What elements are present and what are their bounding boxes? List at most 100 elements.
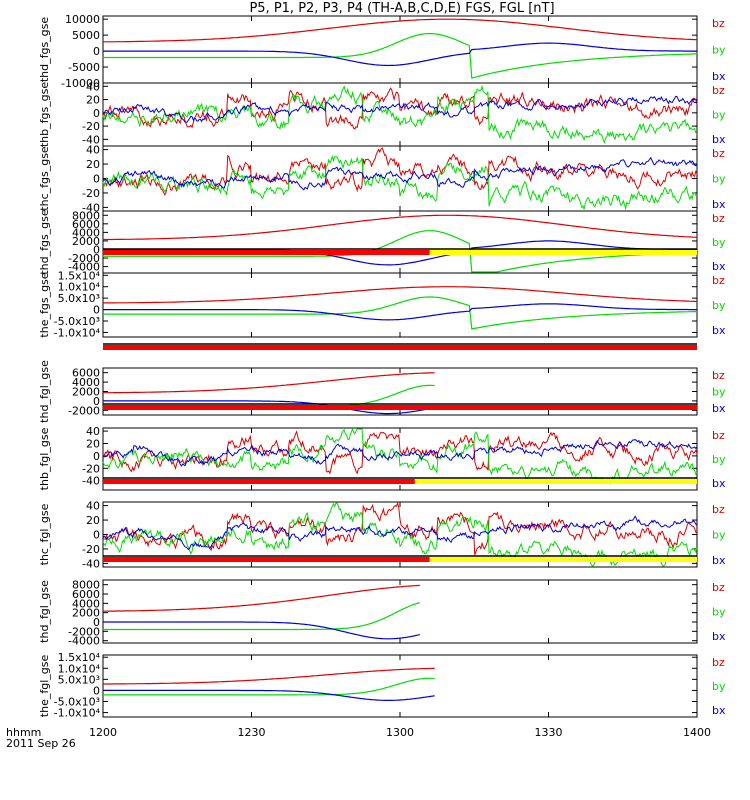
state-bar-red [103, 250, 430, 255]
y-tick-label: -40 [82, 475, 100, 488]
series-bx-line [102, 439, 698, 467]
y-tick-label: 5.0x10³ [58, 292, 100, 305]
state-bar-red [103, 557, 430, 562]
y-tick-label: 40 [86, 500, 100, 513]
y-tick-label: 8000 [72, 209, 100, 222]
panel-ylabel: thc_fgl_gse [38, 503, 51, 565]
y-tick-label: -4000 [68, 635, 100, 648]
legend-by: by [712, 173, 726, 186]
y-tick-label: -1.0x10⁴ [54, 707, 101, 720]
series-by-line [103, 230, 697, 273]
legend-bx: bx [712, 198, 726, 211]
panel-frame [102, 82, 698, 147]
series-bx-line [103, 621, 420, 640]
state-bar-yellow [429, 557, 697, 562]
y-tick-label: 20 [86, 158, 100, 171]
chart-title: P5, P1, P2, P3, P4 (TH-A,B,C,D,E) FGS, F… [249, 1, 554, 16]
y-tick-label: 20 [86, 94, 100, 107]
series-by-line [103, 32, 697, 79]
legend-by: by [712, 44, 726, 57]
series-bx-line [103, 303, 697, 321]
state-bar-yellow [414, 479, 697, 484]
legend-bx: bx [712, 324, 726, 337]
panel-ylabel: thb_fgl_gse [38, 427, 51, 490]
legend-by: by [712, 606, 726, 619]
y-tick-label: 0 [93, 45, 100, 58]
series-by-line [102, 502, 698, 567]
series-bx-line [103, 42, 697, 67]
y-tick-label: -1.0x10⁴ [54, 326, 101, 339]
series-by-line [102, 427, 698, 486]
y-tick-label: 5000 [72, 29, 100, 42]
legend-bz: bz [712, 581, 725, 594]
y-tick-label: 5.0x10³ [58, 673, 100, 686]
legend-by: by [712, 236, 726, 249]
legend-bz: bz [712, 84, 725, 97]
series-bz-line [102, 430, 698, 475]
legend-bx: bx [712, 70, 726, 83]
y-tick-label: 4000 [72, 226, 100, 239]
series-by-line [103, 677, 435, 696]
y-tick-label: 40 [86, 425, 100, 438]
series-bz-line [103, 372, 435, 394]
y-tick-label: 4000 [72, 597, 100, 610]
legend-bz: bz [712, 274, 725, 287]
legend-bx: bx [712, 402, 726, 415]
legend-bz: bz [712, 369, 725, 382]
y-tick-label: 40 [86, 80, 100, 93]
y-tick-label: 1.0x10⁴ [58, 662, 101, 675]
series-by-line [103, 602, 420, 631]
panel-ylabel: the_fgl_gse [38, 655, 51, 718]
legend-bz: bz [712, 147, 725, 160]
panel-ylabel: thd_fgl_gse [38, 580, 51, 643]
series-bz-line [102, 87, 698, 130]
y-tick-label: -2000 [68, 404, 100, 417]
y-tick-label: 6000 [72, 367, 100, 380]
y-tick-label: 2000 [72, 386, 100, 399]
panel-frame [102, 272, 698, 338]
y-tick-label: 0 [93, 243, 100, 256]
y-tick-label: 0 [93, 173, 100, 186]
y-tick-label: -2000 [68, 625, 100, 638]
y-tick-label: 0 [93, 107, 100, 120]
legend-bx: bx [712, 630, 726, 643]
y-tick-label: -2000 [68, 252, 100, 265]
y-tick-label: 20 [86, 438, 100, 451]
x-tick-label: 1200 [89, 726, 117, 739]
legend-bx: bx [712, 477, 726, 490]
series-bz-line [103, 286, 697, 304]
x-tick-label: 1330 [535, 726, 563, 739]
y-tick-label: 6000 [72, 588, 100, 601]
series-by-line [102, 154, 698, 211]
panel-1: 10000 5000 0 -5000 -10000 thd_fgs_gse bz by bx [38, 13, 726, 90]
y-tick-label: 6000 [72, 218, 100, 231]
legend-bz: bz [712, 656, 725, 669]
panel-ylabel: thb_fgs_gse [38, 82, 51, 148]
legend-bx: bx [712, 704, 726, 717]
state-bar-red [103, 405, 697, 410]
y-tick-label: -10000 [61, 77, 100, 90]
y-tick-label: 0 [93, 529, 100, 542]
y-tick-label: -40 [82, 201, 100, 214]
y-tick-label: 1.0x10⁴ [58, 281, 101, 294]
y-tick-label: 4000 [72, 376, 100, 389]
x-tick-label: 1230 [238, 726, 266, 739]
panel-5: 1.5x10⁴1.0x10⁴5.0x10³0-5.0x10³-1.0x10⁴th… [38, 248, 726, 339]
panel-frame [102, 15, 698, 84]
legend-bx: bx [712, 133, 726, 146]
series-bz-line [103, 667, 435, 685]
legend-bz: bz [712, 17, 725, 30]
y-tick-label: 2000 [72, 607, 100, 620]
x-axis: 1200 1230 1300 1330 1400 [89, 726, 711, 739]
legend-bz: bz [712, 212, 725, 225]
legend-bz: bz [712, 429, 725, 442]
panel-ylabel: thc_fgs_gse [38, 146, 51, 211]
y-tick-label: -20 [82, 462, 100, 475]
y-tick-label: -5.0x10³ [54, 696, 100, 709]
legend-bx: bx [712, 554, 726, 567]
legend-by: by [712, 529, 726, 542]
